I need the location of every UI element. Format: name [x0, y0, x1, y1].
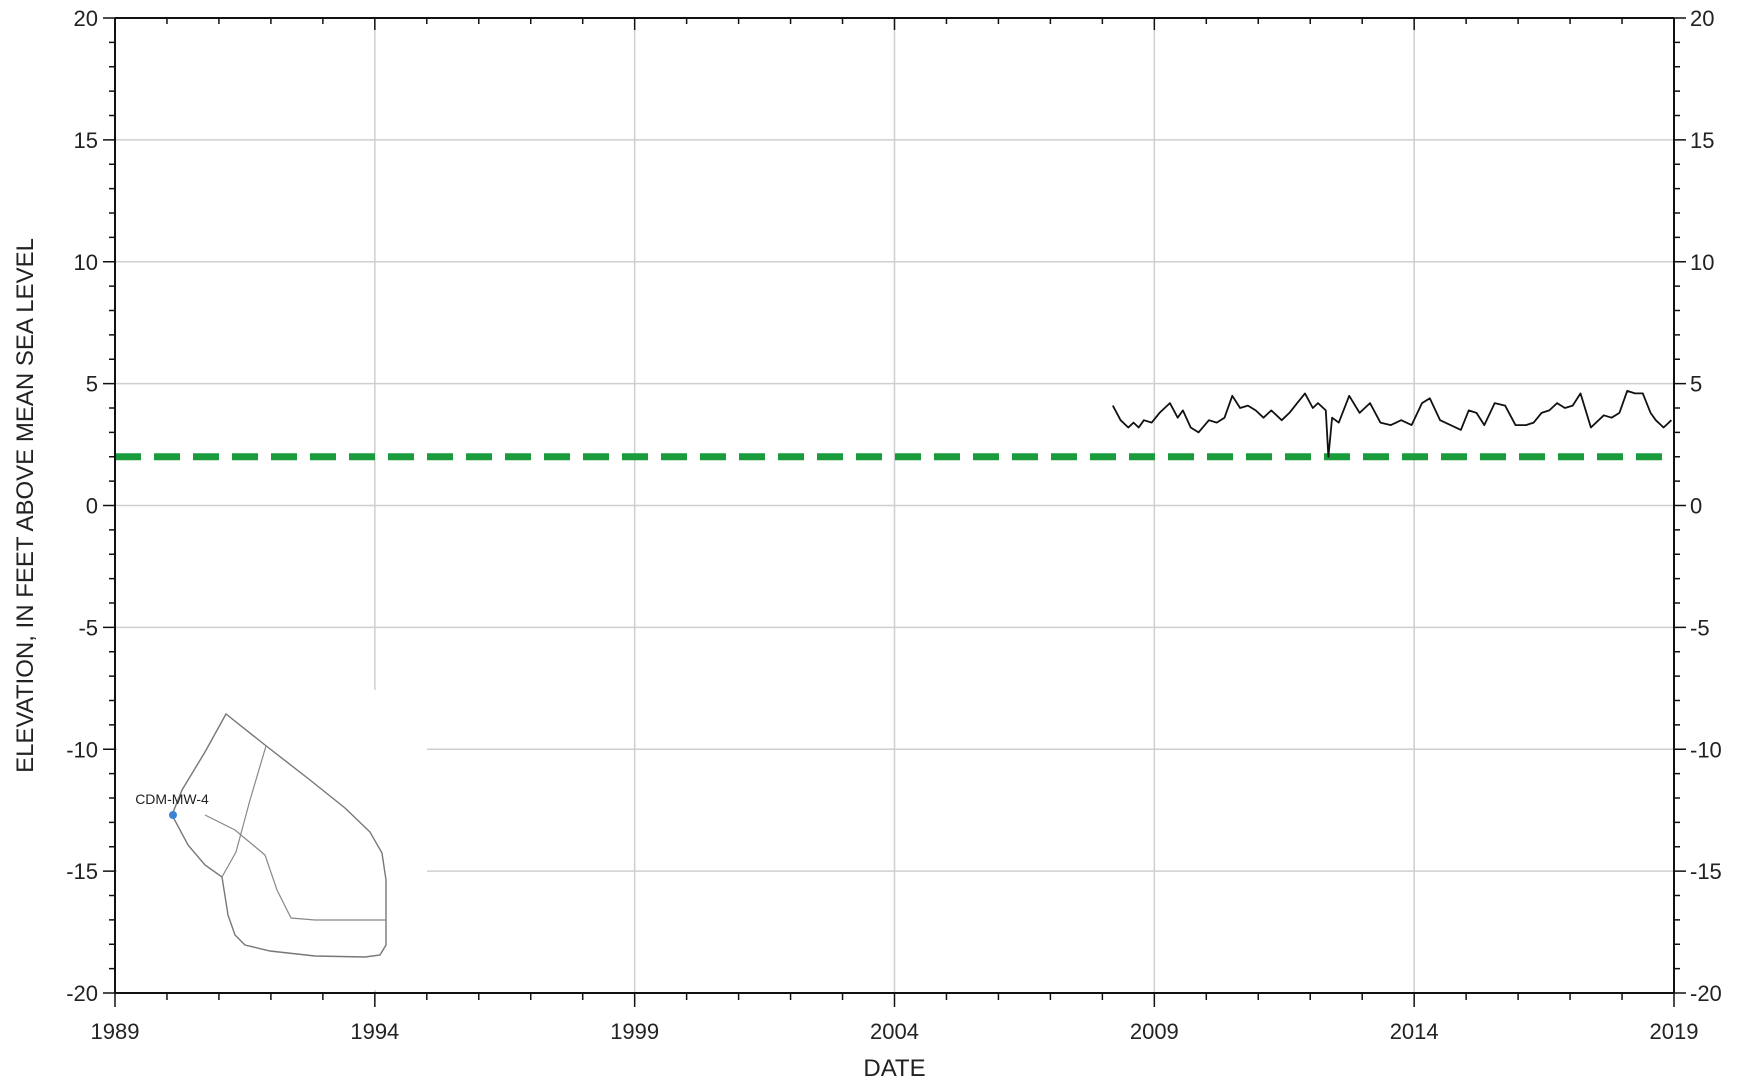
inset-road	[221, 745, 267, 878]
y-tick-label-right: -15	[1690, 859, 1722, 884]
y-tick-label: 10	[74, 250, 98, 275]
y-tick-label-right: 20	[1690, 6, 1714, 31]
y-axis-title: ELEVATION, IN FEET ABOVE MEAN SEA LEVEL	[12, 238, 39, 773]
y-tick-label-right: 15	[1690, 128, 1714, 153]
y-tick-label-right: 5	[1690, 372, 1702, 397]
y-tick-label-right: -5	[1690, 615, 1710, 640]
inset-location-map: CDM-MW-4	[117, 690, 427, 990]
well-location-marker	[169, 811, 177, 819]
well-label: CDM-MW-4	[135, 791, 209, 807]
y-tick-label-right: 0	[1690, 494, 1702, 519]
tick-marks	[103, 17, 1686, 1007]
y-tick-label: -20	[66, 981, 98, 1006]
inset-road	[204, 814, 386, 921]
y-tick-label: -15	[66, 859, 98, 884]
x-tick-label: 2019	[1650, 1019, 1699, 1044]
y-tick-label-right: -10	[1690, 737, 1722, 762]
y-tick-label-right: -20	[1690, 981, 1722, 1006]
y-tick-label: 20	[74, 6, 98, 31]
x-tick-label: 1994	[350, 1019, 399, 1044]
tick-labels: 20 15 10 5 0 -5 -10 -15 -20 20 15 10 5 0 -5 -10 -15 -20 19…	[66, 6, 1722, 1044]
water-level-line	[1112, 389, 1673, 458]
x-axis-title: DATE	[863, 1055, 925, 1082]
y-tick-label: -5	[78, 615, 98, 640]
island-outline	[171, 712, 387, 958]
water-level-line-series	[1112, 389, 1673, 458]
x-tick-label: 2014	[1390, 1019, 1439, 1044]
x-tick-label: 1999	[610, 1019, 659, 1044]
x-tick-label: 2004	[870, 1019, 919, 1044]
x-tick-label: 1989	[91, 1019, 140, 1044]
y-tick-label: 15	[74, 128, 98, 153]
y-tick-label: -10	[66, 737, 98, 762]
y-tick-label-right: 10	[1690, 250, 1714, 275]
y-tick-label: 0	[86, 494, 98, 519]
x-tick-label: 2009	[1130, 1019, 1179, 1044]
inset-background	[117, 690, 427, 990]
y-tick-label: 5	[86, 372, 98, 397]
